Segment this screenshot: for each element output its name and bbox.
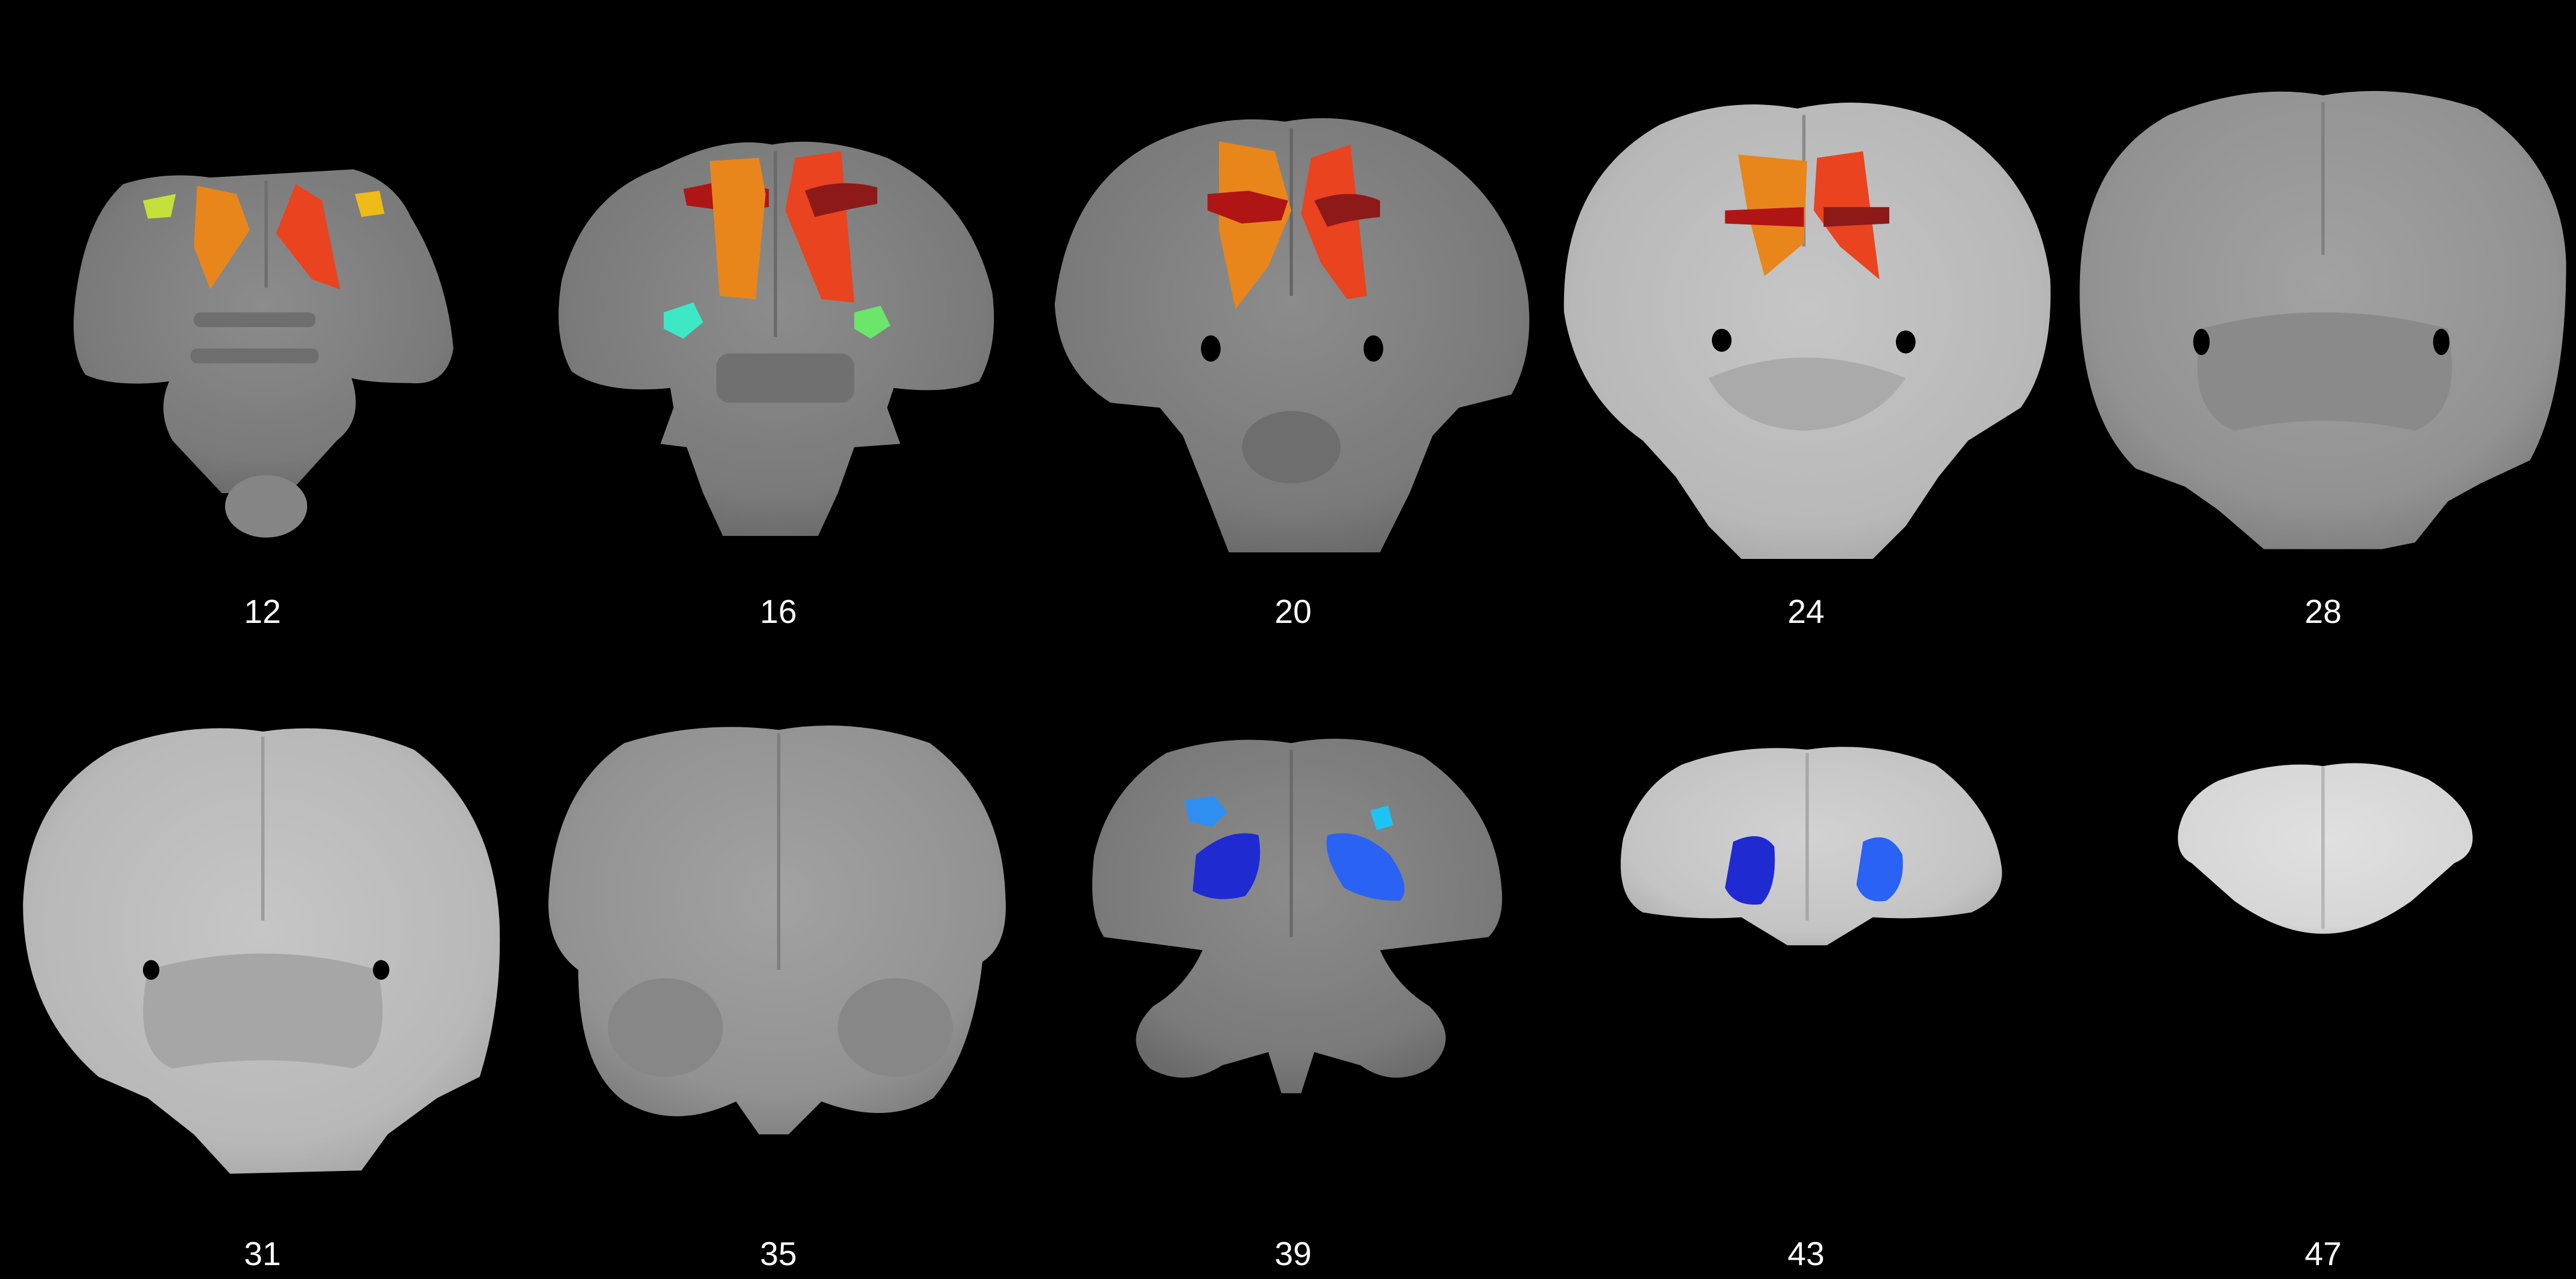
- brain-slice-24: [1563, 103, 2051, 560]
- region-blue: [1856, 837, 1903, 902]
- slice-label-16: 16: [760, 593, 797, 630]
- brain-slice-39: [1092, 738, 1503, 1094]
- region-maroon: [805, 183, 877, 217]
- region-yellow-green: [142, 194, 176, 219]
- brain-slice-12: [73, 169, 454, 538]
- brain-slice-31: [23, 728, 500, 1174]
- slice-label-20: 20: [1274, 593, 1312, 630]
- brain-slice-16: [558, 141, 994, 536]
- region-maroon: [1314, 194, 1380, 227]
- brain-slice-35: [548, 726, 1006, 1135]
- slice-label-24: 24: [1787, 593, 1825, 630]
- brain-slice-43: [1620, 747, 2002, 946]
- region-light-blue: [1184, 796, 1227, 827]
- brain-slice-47: [2178, 763, 2473, 934]
- slice-label-35: 35: [760, 1235, 797, 1272]
- region-yellow: [355, 190, 385, 217]
- region-sky-blue: [1370, 805, 1393, 831]
- slice-label-43: 43: [1787, 1235, 1825, 1272]
- region-orange: [710, 158, 766, 299]
- slice-label-47: 47: [2304, 1235, 2342, 1272]
- region-green: [854, 305, 891, 339]
- region-orange: [1219, 141, 1291, 310]
- region-maroon: [1824, 207, 1889, 227]
- region-red: [276, 184, 340, 290]
- region-dark-blue: [1725, 836, 1775, 905]
- region-blue: [1326, 833, 1405, 901]
- region-dark-red: [1725, 207, 1804, 227]
- region-cyan: [663, 302, 704, 339]
- slice-label-39: 39: [1274, 1235, 1312, 1272]
- brain-slice-20: [1054, 118, 1530, 553]
- slice-label-12: 12: [244, 593, 281, 630]
- brain-slice-28: [2079, 91, 2566, 549]
- region-orange: [194, 185, 250, 290]
- region-dark-red: [1207, 190, 1288, 224]
- slice-label-28: 28: [2304, 593, 2342, 630]
- region-dark-blue: [1192, 833, 1261, 899]
- slice-label-31: 31: [244, 1235, 281, 1272]
